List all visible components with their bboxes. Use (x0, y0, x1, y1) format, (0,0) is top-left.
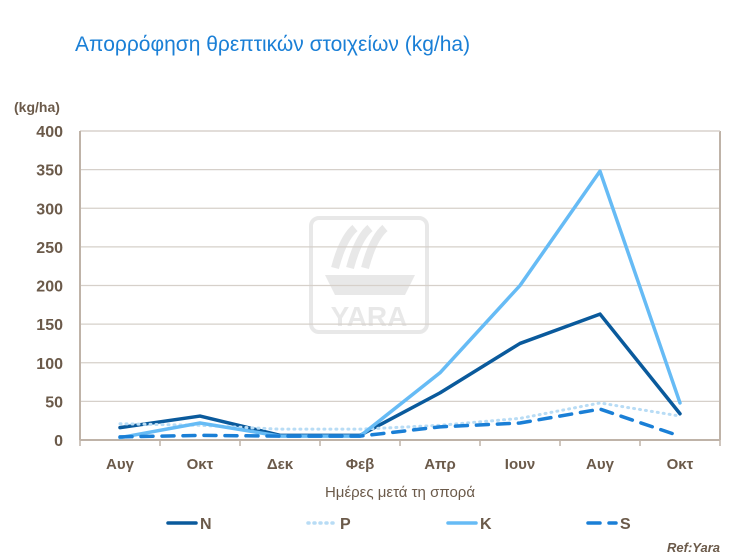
legend-label-K: K (480, 516, 492, 533)
series-line-N (118, 312, 682, 438)
y-tick-label: 150 (36, 317, 63, 334)
y-tick-label: 100 (36, 356, 63, 373)
x-tick-label: Ιουν (505, 456, 535, 473)
y-tick-label: 300 (36, 201, 63, 218)
x-tick-label: Αυγ (586, 456, 615, 473)
y-tick-label: 0 (54, 433, 63, 450)
legend-label-S: S (620, 516, 631, 533)
x-tick-label: Οκτ (187, 456, 214, 473)
x-tick-label: Οκτ (667, 456, 694, 473)
x-axis-label: Ημέρες μετά τη σπορά (325, 484, 475, 501)
y-tick-label: 350 (36, 163, 63, 180)
x-tick-label: Φεβ (346, 456, 375, 473)
chart-title: Απορρόφηση θρεπτικών στοιχείων (kg/ha) (75, 33, 470, 56)
legend-label-N: N (200, 516, 212, 533)
x-tick-label: Απρ (424, 456, 456, 473)
x-tick-label: Δεκ (267, 456, 294, 473)
y-tick-label: 50 (45, 394, 63, 411)
y-tick-label: 250 (36, 240, 63, 257)
x-tick-label: Αυγ (106, 456, 135, 473)
y-tick-label: 400 (36, 124, 63, 141)
y-axis-label: (kg/ha) (14, 99, 60, 115)
series-line-P (118, 401, 682, 431)
reference-note: Ref:Yara (667, 540, 720, 555)
y-tick-label: 200 (36, 279, 63, 296)
legend-label-P: P (340, 516, 351, 533)
watermark-text: YARA (331, 301, 408, 332)
series-line-K (118, 169, 682, 440)
series-line-S (118, 407, 682, 439)
yara-logo-watermark: YARA (309, 216, 429, 334)
